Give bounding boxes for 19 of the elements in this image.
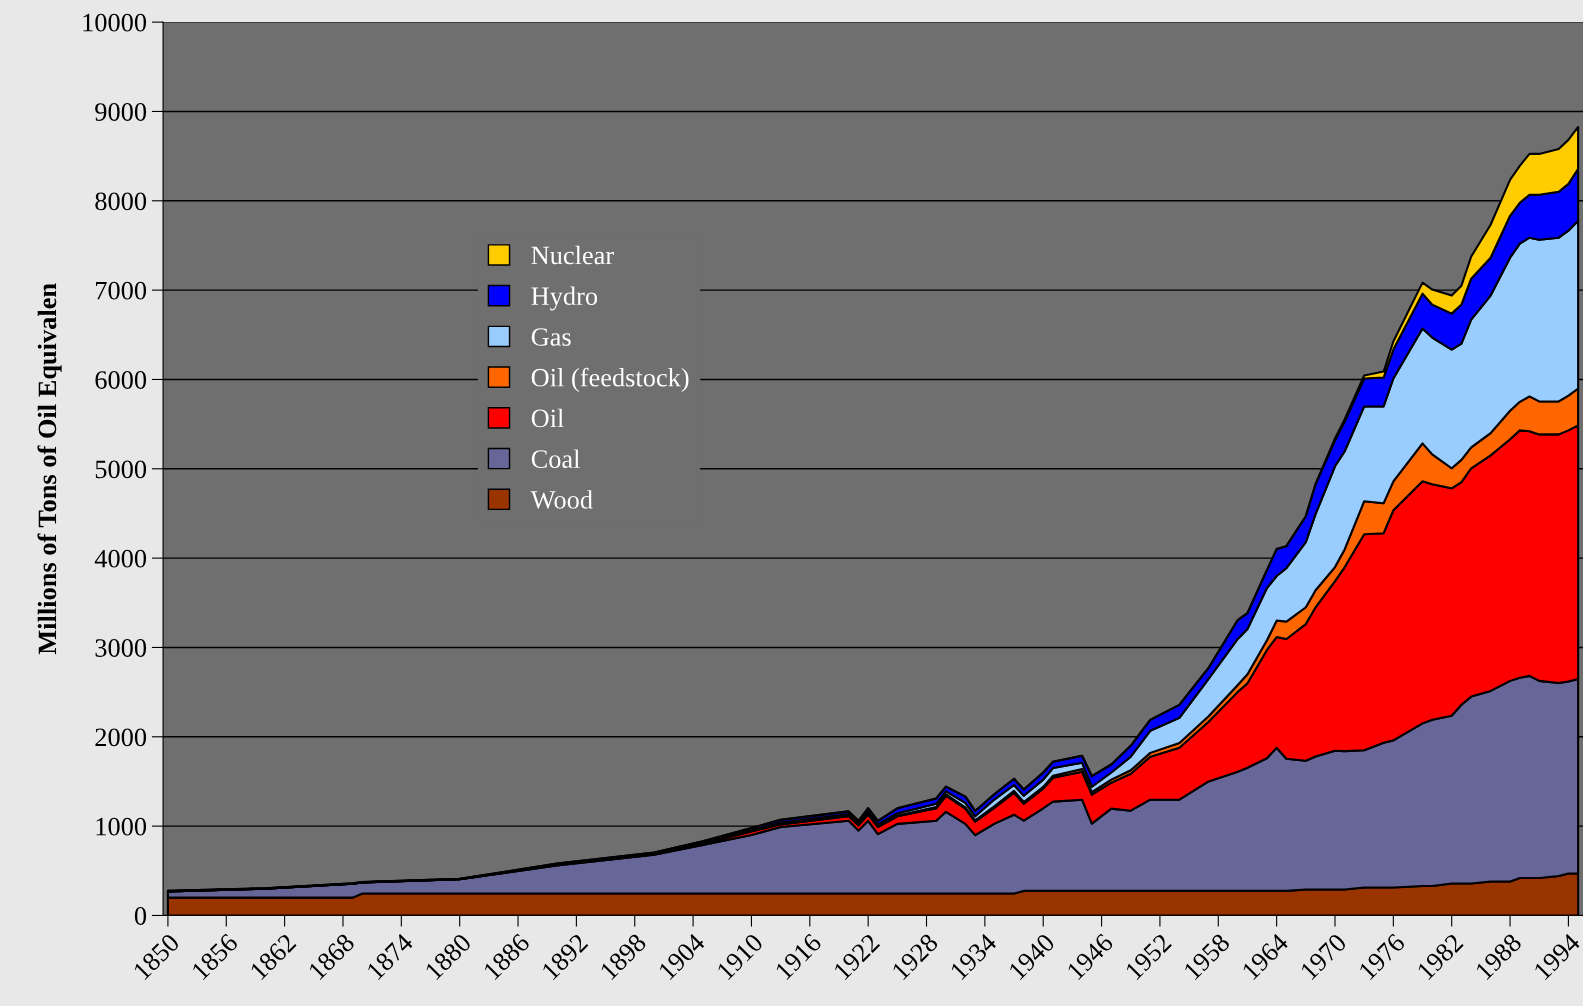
y-tick-label: 4000 bbox=[94, 549, 147, 568]
legend-label: Wood bbox=[530, 490, 593, 509]
y-tick-label: 9000 bbox=[95, 103, 147, 121]
y-tick-label: 5000 bbox=[95, 460, 147, 479]
y-tick-label: 0 bbox=[134, 907, 147, 925]
legend-label: Coal bbox=[531, 449, 580, 469]
y-tick-label: 8000 bbox=[95, 192, 147, 211]
legend-label: Hydro bbox=[531, 286, 598, 311]
legend-label: Gas bbox=[531, 328, 571, 346]
legend-label: Nuclear bbox=[531, 245, 614, 265]
y-axis-title: Millions of Tons of Oil Equivalen bbox=[37, 283, 62, 655]
y-tick-label: 7000 bbox=[96, 281, 147, 300]
legend-label: Oil bbox=[531, 408, 564, 428]
y-tick-label: 3000 bbox=[95, 639, 147, 657]
y-tick-label: 1000 bbox=[96, 817, 147, 836]
legend-label: Oil (feedstock) bbox=[531, 367, 689, 392]
y-tick-label: 6000 bbox=[95, 371, 147, 389]
y-tick-label: 10000 bbox=[83, 13, 147, 32]
y-tick-label: 2000 bbox=[95, 728, 147, 747]
